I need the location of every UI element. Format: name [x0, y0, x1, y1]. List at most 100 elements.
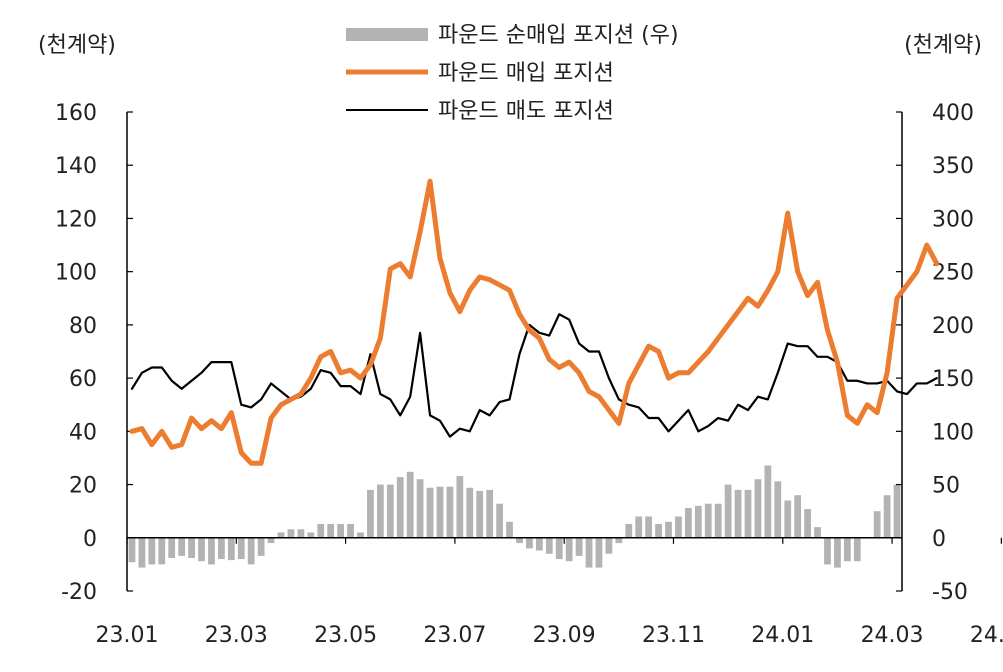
bar-net-3 — [158, 537, 166, 565]
left-tick-label-2: 20 — [69, 474, 97, 499]
bar-net-60 — [724, 484, 732, 538]
bar-net-54 — [665, 521, 672, 538]
right-tick-label-3: 100 — [932, 420, 974, 445]
bar-net-39 — [516, 537, 523, 544]
right-tick-label-6: 250 — [932, 261, 974, 286]
bar-net-7 — [198, 537, 205, 562]
bar-net-25 — [376, 484, 384, 538]
bar-net-59 — [714, 503, 722, 538]
left-tick-label-4: 60 — [69, 367, 97, 392]
bar-net-58 — [704, 503, 712, 538]
series-line-long — [129, 178, 940, 466]
bar-net-52 — [645, 516, 653, 538]
bar-net-56 — [685, 507, 692, 538]
bar-net-51 — [635, 516, 643, 538]
x-tick-label-4: 23.09 — [533, 623, 596, 648]
bar-net-64 — [764, 465, 772, 538]
right-tick-label-7: 300 — [932, 207, 974, 232]
bar-net-9 — [218, 537, 225, 560]
bar-net-6 — [188, 537, 195, 558]
bar-net-29 — [416, 479, 424, 538]
bar-net-67 — [794, 495, 802, 538]
bar-net-49 — [615, 537, 623, 544]
bar-net-8 — [208, 537, 215, 565]
left-tick-label-7: 120 — [55, 207, 97, 232]
right-tick-label-9: 400 — [932, 101, 974, 126]
bar-net-26 — [386, 484, 394, 538]
bar-net-69 — [814, 527, 821, 538]
legend-label-short: 파운드 매도 포지션 — [438, 99, 614, 124]
right-tick-label-4: 150 — [932, 367, 974, 392]
bar-net-24 — [367, 489, 374, 538]
bar-net-46 — [585, 537, 593, 568]
legend: 파운드 순매입 포지션 (우) 파운드 매입 포지션 파운드 매도 포지션 — [346, 23, 679, 124]
bar-net-41 — [535, 537, 543, 551]
bar-net-23 — [357, 532, 364, 538]
bar-net-37 — [496, 503, 503, 538]
right-tick-label-1: 0 — [932, 527, 946, 552]
x-tick-label-2: 23.05 — [314, 623, 377, 648]
bar-net-50 — [625, 523, 633, 538]
bar-net-76 — [883, 495, 891, 538]
bar-net-77 — [893, 484, 901, 538]
right-tick-label-5: 200 — [932, 314, 974, 339]
bar-net-47 — [595, 537, 603, 568]
bar-net-65 — [774, 481, 782, 538]
left-tick-label-8: 140 — [55, 154, 97, 179]
bar-net-27 — [396, 477, 404, 538]
right-tick-label-8: 350 — [932, 154, 974, 179]
bar-net-45 — [575, 537, 583, 556]
bar-net-28 — [406, 471, 414, 538]
bar-net-34 — [466, 487, 474, 538]
bar-net-0 — [128, 537, 136, 563]
x-tick-label-0: 23.01 — [96, 623, 159, 648]
bar-net-18 — [307, 532, 315, 538]
x-tick-label-7: 24.03 — [861, 623, 924, 648]
bar-net-20 — [327, 523, 335, 538]
bar-net-73 — [853, 537, 861, 562]
bar-net-13 — [257, 537, 265, 556]
bar-net-61 — [734, 489, 742, 538]
x-tick-label-1: 23.03 — [205, 623, 268, 648]
bar-net-35 — [476, 490, 484, 538]
bar-net-72 — [843, 537, 851, 562]
right-axis-unit: (천계약) — [904, 33, 982, 58]
legend-swatch-net — [346, 28, 428, 41]
bar-net-68 — [804, 509, 811, 538]
left-tick-label-1: 0 — [83, 527, 97, 552]
bar-net-43 — [555, 537, 563, 560]
legend-label-net: 파운드 순매입 포지션 (우) — [438, 23, 679, 48]
left-axis-unit: (천계약) — [38, 33, 116, 58]
bar-net-75 — [873, 511, 881, 538]
legend-label-long: 파운드 매입 포지션 — [438, 61, 614, 86]
bar-net-33 — [456, 476, 464, 538]
left-tick-label-5: 80 — [69, 314, 97, 339]
bar-net-19 — [317, 523, 325, 538]
bar-net-22 — [347, 523, 354, 538]
bar-net-5 — [178, 537, 186, 556]
right-tick-label-0: -50 — [932, 580, 968, 605]
plot-area: -20 0 20 40 60 80 100 120 140 160 -50 0 50 100 150 200 2… — [55, 101, 1003, 648]
bar-net-11 — [237, 537, 245, 560]
bar-net-71 — [834, 537, 841, 568]
left-tick-label-0: -20 — [61, 580, 97, 605]
bar-net-16 — [287, 529, 295, 538]
x-tick-label-8: 24.05 — [970, 623, 1003, 648]
bar-net-53 — [655, 523, 662, 538]
bar-net-4 — [168, 537, 176, 558]
bar-net-14 — [267, 537, 275, 544]
series-line-short — [130, 313, 938, 438]
bar-net-48 — [605, 537, 613, 554]
bar-net-63 — [754, 479, 762, 538]
bar-net-1 — [138, 537, 146, 568]
bar-net-42 — [545, 537, 553, 554]
bar-net-21 — [337, 523, 344, 538]
x-tick-label-3: 23.07 — [423, 623, 486, 648]
bar-net-30 — [426, 487, 434, 538]
bar-net-44 — [565, 537, 573, 562]
bar-net-12 — [247, 537, 255, 565]
x-tick-label-5: 23.11 — [642, 623, 705, 648]
bar-net-55 — [675, 516, 682, 538]
bar-net-62 — [744, 489, 752, 538]
